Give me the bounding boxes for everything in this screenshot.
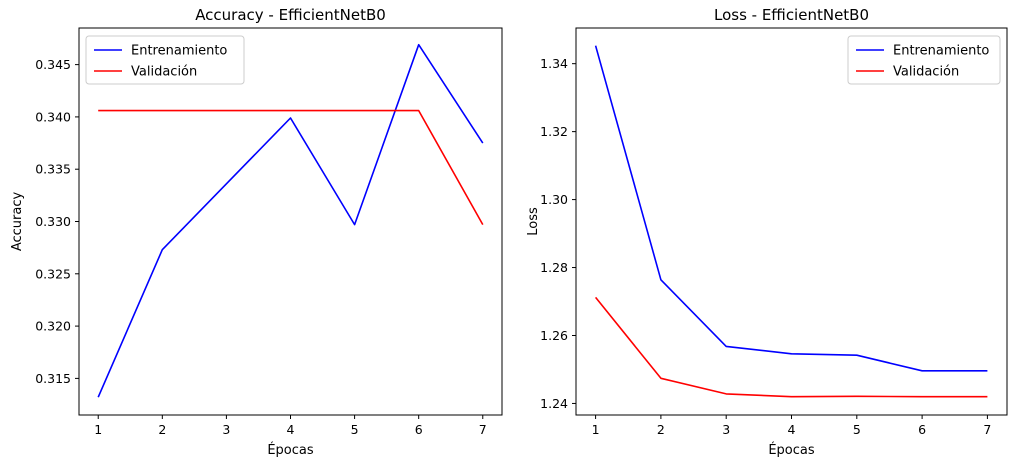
y-tick-label: 0.340 bbox=[35, 109, 71, 124]
x-tick-label: 4 bbox=[287, 422, 295, 437]
x-tick-label: 2 bbox=[657, 422, 665, 437]
y-tick-label: 1.34 bbox=[540, 56, 568, 71]
plot-frame bbox=[575, 27, 1008, 416]
legend-label: Validación bbox=[893, 65, 959, 80]
y-axis-label: Loss bbox=[526, 207, 541, 236]
legend-label: Entrenamiento bbox=[131, 44, 227, 59]
legend-box bbox=[847, 35, 1001, 85]
x-axis-label: Épocas bbox=[768, 442, 815, 458]
x-tick-label: 6 bbox=[415, 422, 423, 437]
x-tick-label: 3 bbox=[722, 422, 730, 437]
x-tick-label: 1 bbox=[94, 422, 102, 437]
legend-box bbox=[85, 35, 245, 85]
legend: Entrenamiento Validación bbox=[85, 35, 245, 85]
y-tick-label: 0.335 bbox=[35, 162, 71, 177]
x-tick-label: 6 bbox=[918, 422, 926, 437]
x-tick-label: 5 bbox=[351, 422, 359, 437]
legend: Entrenamiento Validación bbox=[847, 35, 1001, 85]
y-tick-label: 1.26 bbox=[540, 328, 568, 343]
accuracy-panel: 1 2 3 4 5 6 7 0.315 0.320 0.325 0.330 0.335 0.340 0.3… bbox=[10, 6, 503, 458]
series-line-1 bbox=[594, 296, 988, 398]
y-tick-label: 1.30 bbox=[540, 192, 568, 207]
y-tick-label: 0.330 bbox=[35, 214, 71, 229]
x-tick-label: 3 bbox=[222, 422, 230, 437]
y-tick-label: 0.320 bbox=[35, 319, 71, 334]
y-tick-label: 0.315 bbox=[35, 371, 71, 386]
loss-panel: 1 2 3 4 5 6 7 1.24 1.26 1.28 1.30 1.32 1.34 Loss - Ef… bbox=[526, 6, 1008, 458]
y-tick-label: 0.325 bbox=[35, 266, 71, 281]
y-tick-label: 1.24 bbox=[540, 396, 568, 411]
y-tick-label: 1.32 bbox=[540, 124, 568, 139]
x-tick-label: 2 bbox=[158, 422, 166, 437]
y-axis-label: Accuracy bbox=[10, 192, 25, 252]
y-tick-label: 1.28 bbox=[540, 260, 568, 275]
series-line-1 bbox=[98, 109, 484, 225]
x-tick-label: 7 bbox=[983, 422, 991, 437]
chart-title: Accuracy - EfficientNetB0 bbox=[195, 6, 386, 24]
legend-label: Validación bbox=[131, 65, 197, 80]
series-line-0 bbox=[594, 45, 988, 372]
y-tick-label: 0.345 bbox=[35, 57, 71, 72]
series-line-0 bbox=[97, 43, 484, 398]
x-tick-label: 4 bbox=[788, 422, 796, 437]
x-tick-label: 7 bbox=[479, 422, 487, 437]
x-tick-label: 1 bbox=[592, 422, 600, 437]
plot-frame bbox=[78, 27, 503, 416]
chart-title: Loss - EfficientNetB0 bbox=[714, 6, 869, 24]
legend-label: Entrenamiento bbox=[893, 44, 989, 59]
x-tick-label: 5 bbox=[853, 422, 861, 437]
x-axis-label: Épocas bbox=[267, 442, 314, 458]
